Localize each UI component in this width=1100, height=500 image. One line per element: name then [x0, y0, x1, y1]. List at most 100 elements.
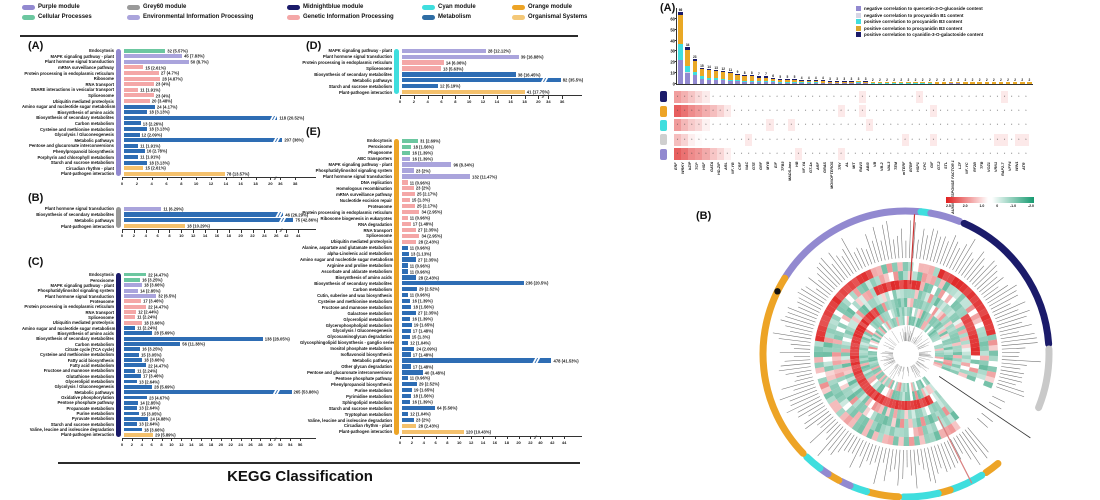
legend-item-module-2: Midnightblue module [287, 4, 422, 10]
bar-value-label: 40 (3.48%) [424, 370, 446, 376]
heatmap-sector [845, 404, 856, 415]
heatmap-sector [966, 374, 977, 382]
heatmap-sector [923, 376, 931, 385]
heatmap-sector [937, 289, 946, 300]
heatmap-sector [913, 381, 919, 391]
pathway-label: Proteasome [368, 203, 392, 209]
heatmap-sector [859, 359, 869, 365]
radial-mark [953, 437, 963, 454]
heatmap-sector [858, 404, 868, 414]
heatmap-sector [857, 323, 867, 332]
heatmap-sector [939, 315, 949, 324]
pathway-label: RNA transport [85, 81, 114, 87]
radial-mark [1001, 366, 1021, 370]
heatmap-sector [870, 401, 879, 411]
panel-letter-right-a: (A) [660, 2, 676, 14]
radial-mark [908, 336, 910, 342]
radial-mark [816, 413, 832, 426]
x-axis: 0 2 4 6 8 10 12 14 16 18 20 22 24 26 ∕∕ 42 44 [121, 228, 316, 241]
heatmap-cell: * [716, 148, 724, 161]
heatmap-cell: * [939, 152, 942, 157]
heatmap-cell: * [695, 119, 703, 132]
bar-value-label: 13 (2.26%) [142, 121, 164, 127]
heatmap-sector [885, 321, 892, 330]
heatmap-cell: * [712, 137, 714, 142]
bar-segment-cyan [770, 80, 776, 82]
radial-mark [974, 265, 997, 288]
heatmap-row-grey60: * * * * * * * * * * * * * * * * * * * * * * * * * * * * * * * * * * * * * * * *… [660, 133, 1030, 147]
heatmap-sector [979, 360, 989, 366]
bar-value-label: 64 (5.56%) [436, 405, 458, 411]
heatmap-sector [893, 308, 898, 318]
heatmap-sector [904, 307, 908, 317]
bar-track: 17 (1.48%) [402, 352, 582, 358]
heatmap-sector [957, 371, 968, 379]
heatmap-sector [892, 408, 898, 419]
radial-mark [797, 399, 822, 413]
bar-track: 27 (2.35%) [402, 257, 582, 263]
pathway-row: Amino sugar and nucleotide sugar metabol… [300, 257, 582, 263]
heatmap-sector [914, 289, 920, 300]
axis-tick-label: 30 [268, 441, 273, 447]
heatmap-sector [941, 366, 951, 372]
heatmap-sector [952, 345, 962, 350]
heatmap-sector [912, 271, 918, 281]
heatmap-sector [834, 291, 846, 302]
bar-value-label: 15 (1.3%) [411, 197, 430, 203]
bar-track: 20 (3.48%) [124, 98, 316, 104]
pathway-bar [124, 166, 144, 171]
heatmap-sector [928, 305, 937, 315]
bar-segment-orange [806, 80, 811, 82]
scale-tick-label: 1.0 [979, 204, 985, 208]
heatmap-sector [960, 361, 971, 368]
pathway-label: Phenylpropanoid biosynthesis [331, 381, 392, 387]
pathway-label: Carbon metabolism [352, 286, 392, 292]
pathway-label: Circadian rhythm - plant [65, 165, 114, 171]
heatmap-sector [917, 426, 924, 437]
heatmap-sector [915, 308, 922, 318]
pathway-row: Porphyrin and chlorophyll metabolism 11 (… [22, 154, 316, 160]
bar-value-label: 18 (3.66%) [144, 282, 165, 288]
axis-tick-label: 44 [295, 233, 301, 239]
pathway-label: Ascorbate and aldarate metabolism [321, 269, 392, 275]
pathway-label: Spliceosome [88, 314, 114, 320]
bar-total-label: 2 [900, 77, 903, 82]
heatmap-cell: * [954, 137, 956, 142]
pathway-row: Citrate cycle (TCA cycle) 16 (3.25%) [22, 347, 316, 352]
bar-value-label: 31 (2.69%) [419, 138, 441, 144]
bar-segment-orange [863, 81, 868, 83]
axis-tick-label: 10 [179, 233, 184, 239]
axis-tick-label: 16 [214, 233, 220, 239]
bar-segment-orange [799, 80, 804, 82]
bar-segment-purple [742, 81, 747, 84]
heatmap-sector [887, 309, 894, 319]
heatmap-sector [951, 363, 961, 369]
axis-tick [191, 438, 193, 442]
heatmap-sector [960, 313, 971, 322]
pathway-bar [402, 358, 552, 363]
radial-mark [884, 351, 894, 353]
radial-mark [901, 228, 903, 259]
heatmap-sector [917, 262, 925, 273]
heatmap-sector [949, 368, 960, 375]
bar-track: 16 (1.39%) [402, 298, 582, 304]
radial-mark [886, 358, 894, 362]
heatmap-sector [865, 269, 874, 280]
heatmap-cell: * [797, 109, 800, 114]
pathway-bar [402, 60, 444, 65]
heatmap-sector [906, 382, 910, 392]
bar-value-label: 24 (4.88%) [150, 416, 171, 422]
pathway-bar [124, 154, 139, 159]
heatmap-cell: * [811, 137, 814, 142]
heatmap-sector [898, 436, 904, 446]
axis-tick [298, 230, 300, 233]
heatmap-sector [885, 310, 892, 320]
title-divider [58, 462, 580, 464]
pathway-bar [402, 352, 411, 357]
pathway-row: DNA replication 11 (0.96%) [300, 180, 582, 186]
heatmap-sector [868, 360, 879, 365]
heatmap-cell: * [939, 123, 942, 128]
bar-segment-purple [770, 81, 776, 84]
pathway-label: Plant hormone signal transduction [44, 206, 114, 212]
pathway-bar [402, 168, 414, 173]
